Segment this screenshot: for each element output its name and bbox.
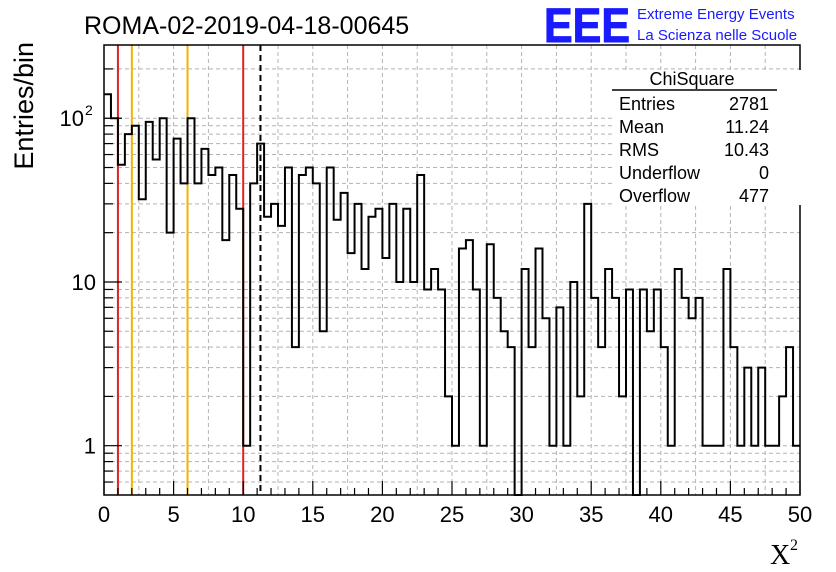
x-tick-label: 40 (649, 502, 673, 527)
y-tick-label: 10 (60, 106, 84, 131)
x-axis-label-symbol: X (770, 540, 790, 571)
histogram-line (104, 93, 800, 496)
x-tick-label: 20 (370, 502, 394, 527)
grid (104, 45, 800, 495)
x-axis-label-superscript: 2 (790, 537, 798, 554)
stats-row-value: 10.43 (724, 140, 769, 160)
stats-row-label: Overflow (619, 186, 691, 206)
stats-row-label: RMS (619, 140, 659, 160)
x-tick-label: 35 (579, 502, 603, 527)
stats-row-label: Entries (619, 94, 675, 114)
eee-logo-mark: EEE (544, 0, 630, 53)
x-tick-label: 10 (231, 502, 255, 527)
axes (103, 44, 801, 496)
stats-row-label: Mean (619, 117, 664, 137)
stats-row-label: Underflow (619, 163, 701, 183)
logo-line-1: Extreme Energy Events (637, 6, 795, 23)
x-tick-label: 0 (98, 502, 110, 527)
stats-row-value: 477 (739, 186, 769, 206)
marker-lines (116, 45, 262, 495)
stats-box: ChiSquare Entries 2781 Mean 11.24 RMS 10.43 Un… (612, 69, 802, 206)
stats-row-value: 11.24 (725, 117, 769, 137)
x-tick-label: 15 (301, 502, 325, 527)
stats-row-value: 2781 (729, 94, 769, 114)
y-tick-label-exponent: 2 (85, 102, 93, 118)
y-tick-label: 10 (72, 270, 96, 295)
x-axis-label: X 2 (770, 537, 798, 571)
stats-title: ChiSquare (649, 69, 734, 89)
eee-logo: EEE Extreme Energy Events La Scienza nel… (544, 0, 798, 54)
chart-title: ROMA-02-2019-04-18-00645 (84, 12, 409, 40)
logo-line-2: La Scienza nelle Scuole (637, 27, 797, 44)
stats-row-value: 0 (759, 163, 769, 183)
y-axis-label: Entries/bin (9, 42, 39, 170)
y-tick-label: 1 (84, 434, 96, 459)
stats-box-background (612, 70, 802, 205)
x-tick-label: 25 (440, 502, 464, 527)
x-tick-label: 30 (509, 502, 533, 527)
x-tick-label: 45 (718, 502, 742, 527)
x-tick-label: 50 (788, 502, 812, 527)
x-tick-label: 5 (167, 502, 179, 527)
